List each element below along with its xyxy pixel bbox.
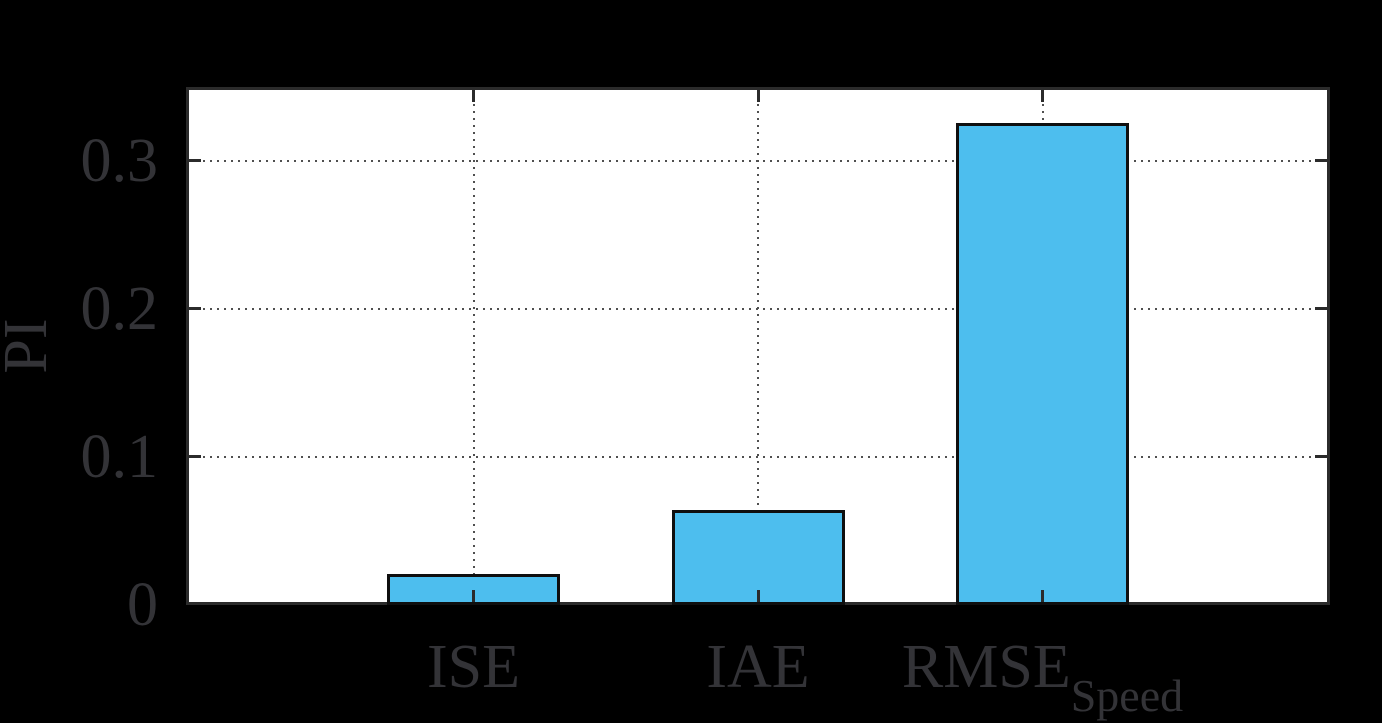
- x-category-label-rmse: RMSESpeed: [833, 633, 1253, 721]
- bar-rmse: [956, 122, 1129, 605]
- y-tick-label: 0.3: [80, 127, 159, 195]
- y-tick-label: 0: [127, 571, 158, 639]
- x-tick-top: [472, 90, 475, 102]
- v-gridline: [472, 90, 475, 602]
- y-tick-label: 0.1: [80, 423, 159, 491]
- y-tick-label: 0.2: [80, 275, 159, 343]
- x-tick-bottom: [1041, 590, 1044, 602]
- y-tick-right: [1315, 455, 1327, 458]
- x-category-subscript: Speed: [1070, 670, 1184, 721]
- y-tick-left: [189, 159, 201, 162]
- x-category-label-iae: IAE: [548, 636, 968, 698]
- x-tick-top: [756, 90, 760, 102]
- x-tick-bottom: [756, 590, 760, 602]
- x-category-text: ISE: [427, 633, 520, 701]
- x-tick-bottom: [472, 590, 475, 602]
- bar-iae: [671, 510, 845, 605]
- y-tick-left: [189, 307, 201, 310]
- x-category-text: RMSE: [901, 633, 1071, 701]
- y-tick-left: [189, 455, 201, 458]
- x-category-text: IAE: [706, 633, 810, 701]
- y-tick-right: [1315, 159, 1327, 162]
- x-tick-top: [1041, 90, 1044, 102]
- x-category-label-ise: ISE: [264, 636, 684, 698]
- plot-area: [186, 87, 1330, 605]
- y-tick-right: [1315, 307, 1327, 310]
- bar-ise: [387, 573, 560, 605]
- v-gridline: [757, 90, 759, 602]
